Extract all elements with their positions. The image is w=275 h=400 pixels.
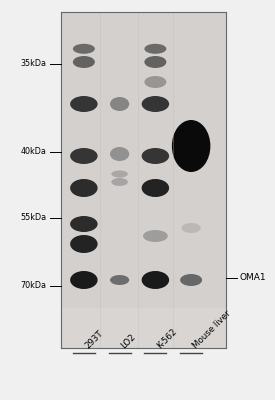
Ellipse shape (73, 56, 95, 68)
Text: K-562: K-562 (155, 326, 179, 350)
Text: OMA1: OMA1 (239, 274, 266, 282)
Text: 70kDa: 70kDa (21, 282, 47, 290)
Ellipse shape (110, 97, 129, 111)
Bar (60, 308, 226, 348)
Text: 55kDa: 55kDa (21, 214, 47, 222)
Ellipse shape (172, 120, 210, 172)
Ellipse shape (73, 44, 95, 54)
Ellipse shape (70, 271, 98, 289)
Ellipse shape (110, 275, 129, 285)
Ellipse shape (70, 216, 98, 232)
Ellipse shape (142, 179, 169, 197)
Ellipse shape (142, 96, 169, 112)
Text: 35kDa: 35kDa (21, 60, 47, 68)
Text: 40kDa: 40kDa (21, 148, 47, 156)
Ellipse shape (142, 148, 169, 164)
Text: Mouse liver: Mouse liver (191, 308, 233, 350)
Ellipse shape (70, 235, 98, 253)
Ellipse shape (111, 178, 128, 186)
Ellipse shape (144, 56, 166, 68)
Ellipse shape (182, 223, 201, 233)
Ellipse shape (180, 274, 202, 286)
Bar (60, 12, 226, 348)
Ellipse shape (70, 96, 98, 112)
Ellipse shape (70, 148, 98, 164)
Text: 293T: 293T (84, 328, 106, 350)
Ellipse shape (143, 230, 168, 242)
Ellipse shape (142, 271, 169, 289)
Text: LO2: LO2 (120, 332, 138, 350)
Ellipse shape (70, 179, 98, 197)
Ellipse shape (144, 44, 166, 54)
Ellipse shape (110, 147, 129, 161)
Ellipse shape (144, 76, 166, 88)
Ellipse shape (111, 170, 128, 178)
